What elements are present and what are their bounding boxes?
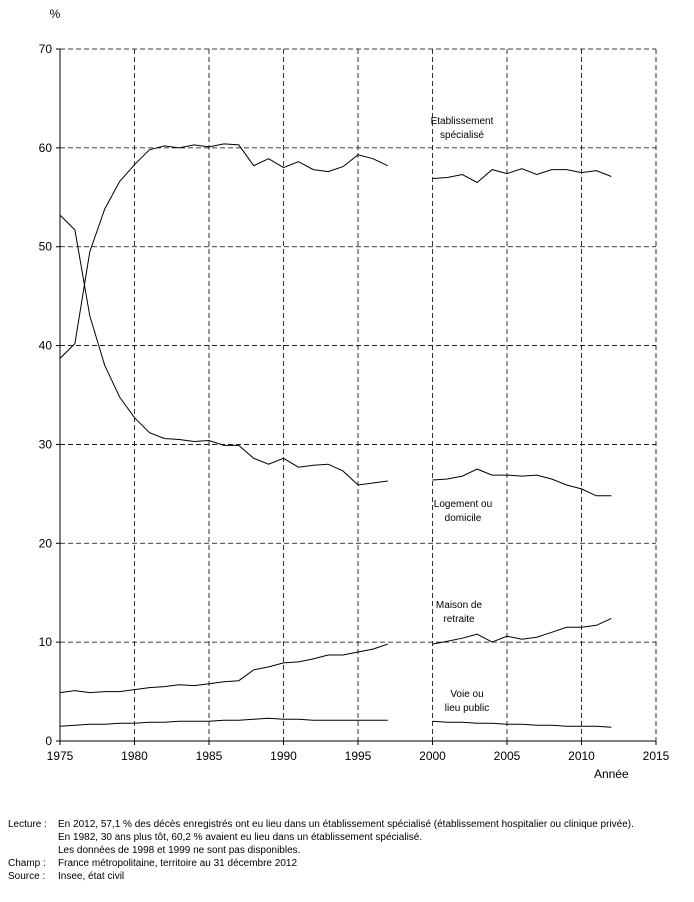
note-line: Les données de 1998 et 1999 ne sont pas … [58, 845, 301, 856]
axes [56, 48, 657, 745]
series-label: retraite [443, 614, 475, 625]
series-line [432, 468, 612, 497]
y-tick-label: 60 [39, 141, 53, 155]
note-key: Source : [8, 871, 46, 882]
series-labels: Etablissement spécialisé Logement ou domici… [431, 116, 494, 714]
note-champ: Champ : France métropolitaine, territoir… [8, 857, 634, 870]
x-tick-label: 2005 [494, 749, 521, 763]
series-label: domicile [445, 513, 482, 524]
chart-notes: Lecture : En 2012, 57,1 % des décès enre… [8, 818, 634, 883]
x-tick-label: 1985 [196, 749, 223, 763]
note-source: Source : Insee, état civil [8, 870, 634, 883]
series-label: lieu public [445, 703, 489, 714]
series-line [432, 720, 612, 728]
x-tick-label: 1980 [121, 749, 148, 763]
series-line [432, 617, 612, 645]
series-line [59, 143, 389, 359]
y-tick-label: 50 [39, 240, 53, 254]
note-key: Lecture : [8, 819, 47, 830]
series-line [59, 717, 388, 727]
series-line [59, 214, 388, 486]
y-tick-label: 10 [39, 635, 53, 649]
note-line: En 2012, 57,1 % des décès enregistrés on… [58, 819, 634, 830]
x-axis-label: Année [594, 767, 629, 781]
grid-lines [60, 48, 657, 741]
note-line: En 1982, 30 ans plus tôt, 60,2 % avaient… [58, 832, 423, 843]
note-lecture: Lecture : En 2012, 57,1 % des décès enre… [8, 818, 634, 857]
series-label: Etablissement [431, 116, 494, 127]
note-line: Insee, état civil [58, 871, 125, 882]
note-line: France métropolitaine, territoire au 31 … [58, 858, 298, 869]
y-tick-label: 70 [39, 42, 53, 56]
y-tick-label: 20 [39, 536, 53, 550]
y-tick-label: 30 [39, 437, 53, 451]
x-tick-label: 2010 [568, 749, 595, 763]
series-label: Logement ou [434, 499, 492, 510]
x-tick-label: 2015 [643, 749, 670, 763]
series-line [432, 168, 612, 184]
y-axis-label: % [50, 7, 61, 21]
x-tick-label: 1995 [345, 749, 372, 763]
series-label: Maison de [436, 600, 483, 611]
line-chart: 0 10 20 30 40 50 60 70 1975 1980 1985 1990 1995 2000 2… [39, 7, 670, 781]
x-tick-label: 1990 [270, 749, 297, 763]
x-tick-label: 2000 [419, 749, 446, 763]
x-tick-label: 1975 [47, 749, 74, 763]
y-tick-label: 40 [39, 339, 53, 353]
series-line [59, 643, 388, 694]
series-label: Voie ou [450, 689, 483, 700]
series-lines [59, 143, 612, 728]
note-key: Champ : [8, 858, 46, 869]
series-label: spécialisé [440, 130, 484, 141]
y-tick-label: 0 [45, 734, 52, 748]
tick-labels: 0 10 20 30 40 50 60 70 1975 1980 1985 1990 1995 2000 2… [39, 7, 670, 781]
